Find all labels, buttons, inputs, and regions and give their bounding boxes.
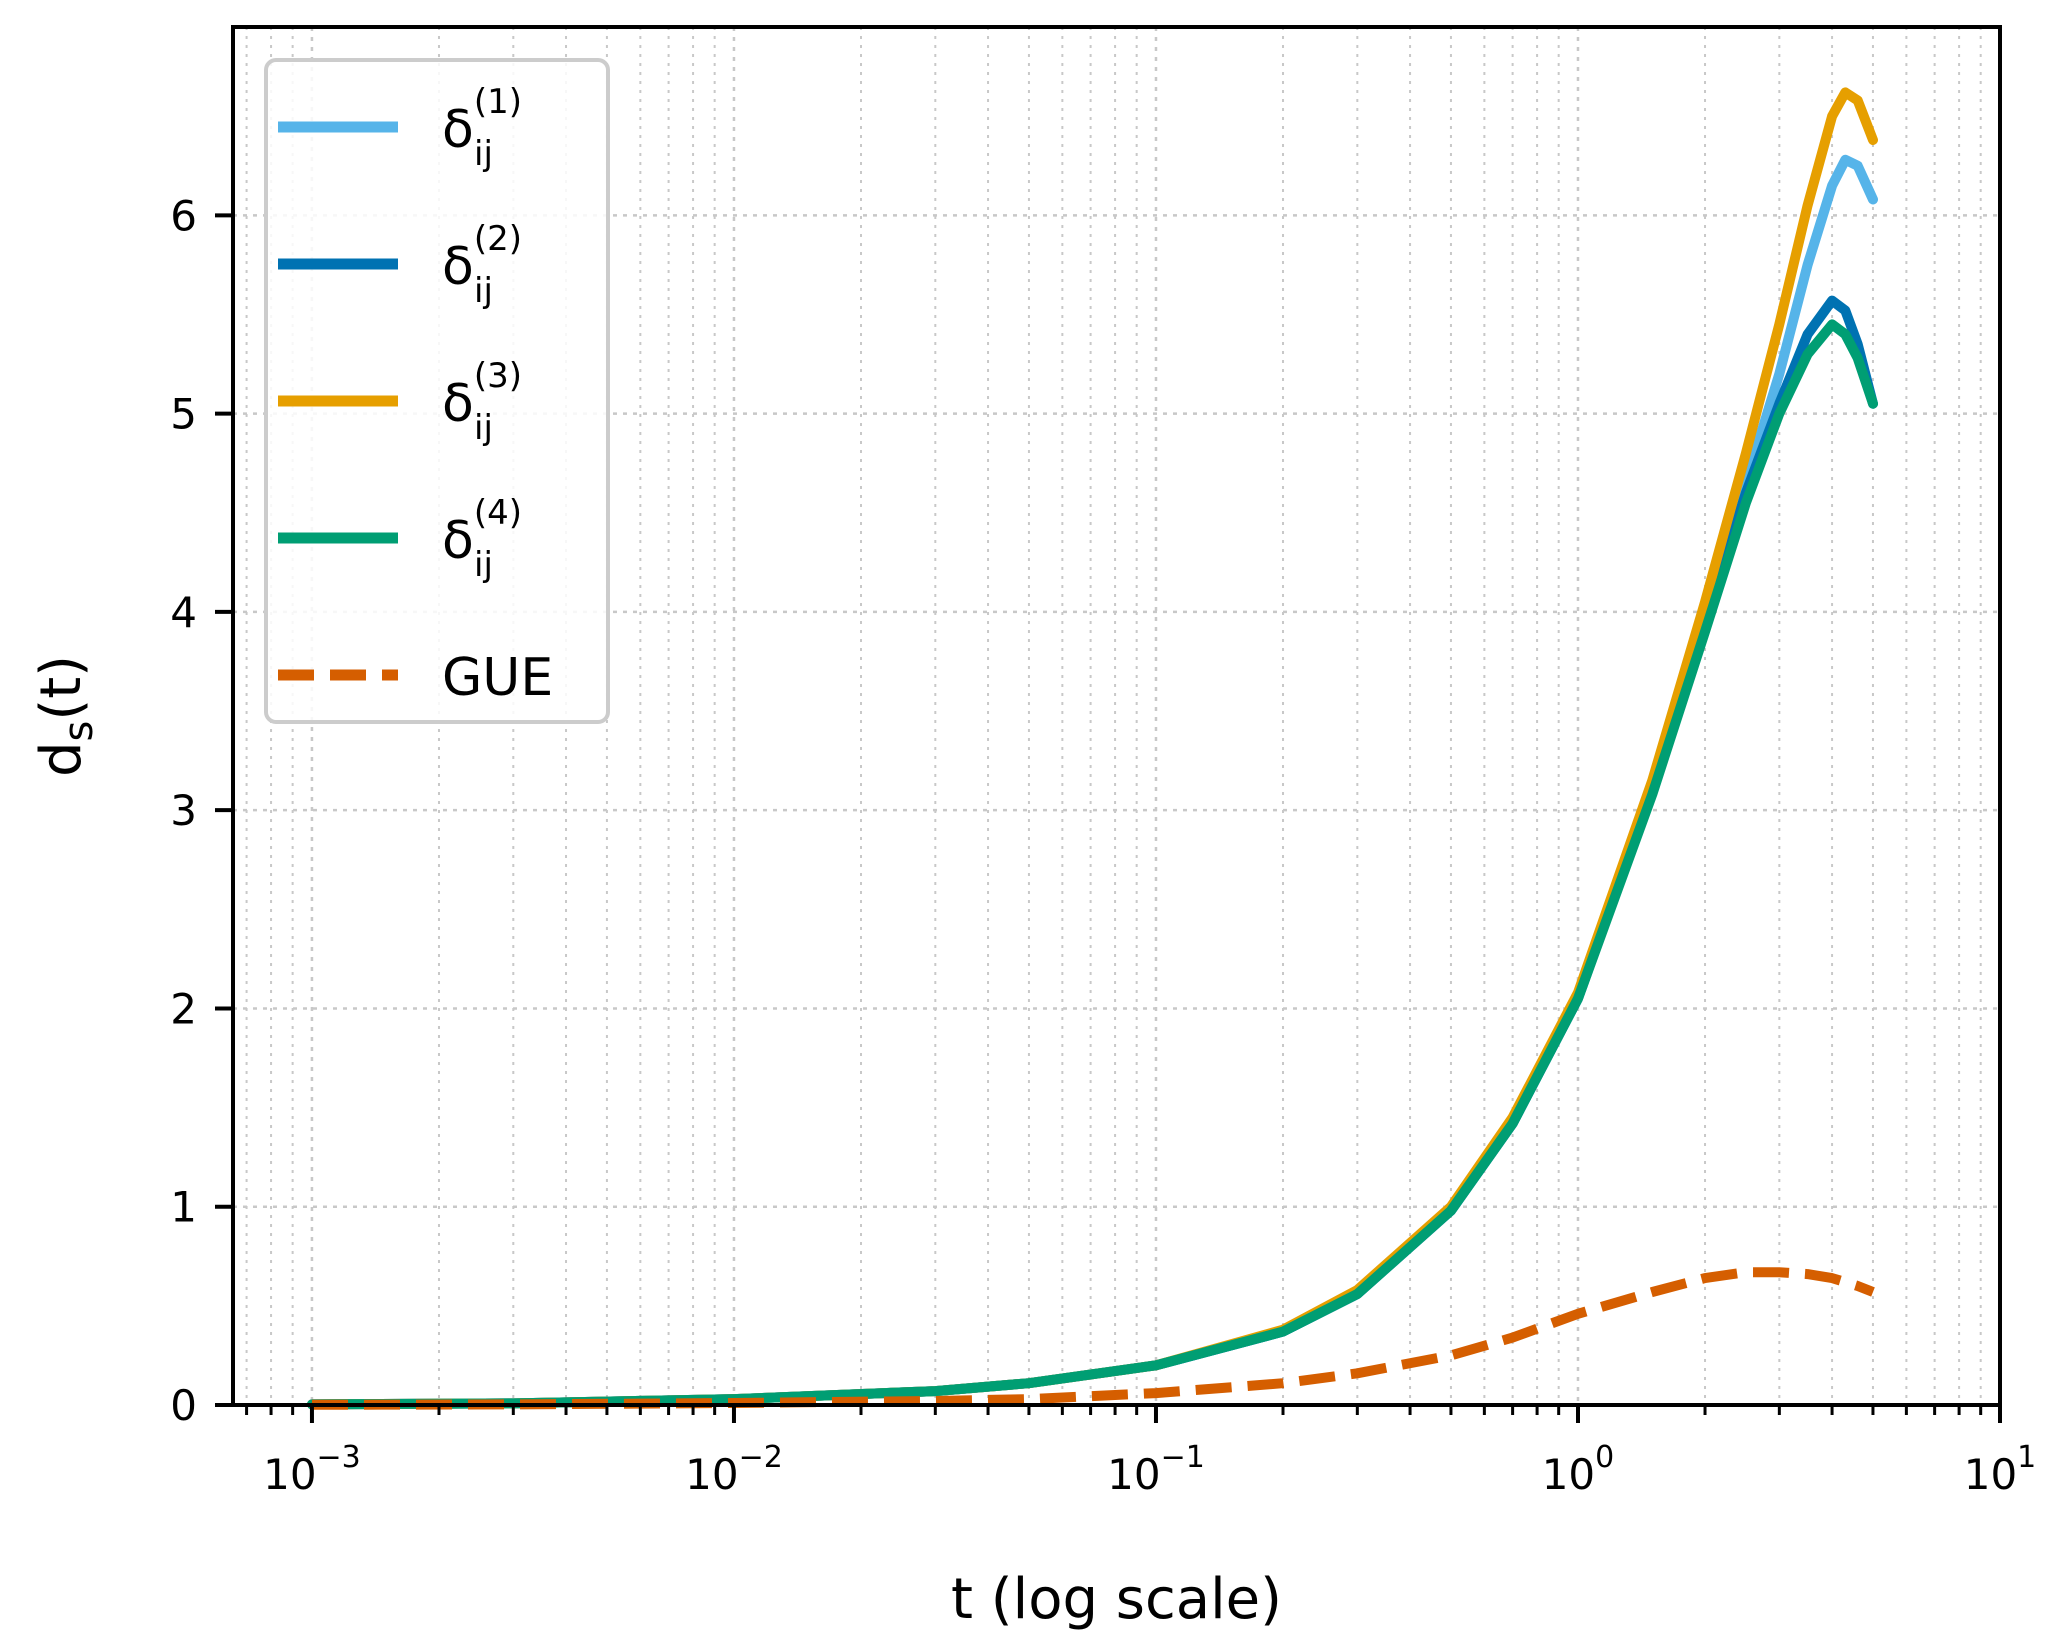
series-line-gue bbox=[311, 1267, 1875, 1410]
x-tick-label-exponent: −1 bbox=[1161, 1440, 1205, 1475]
x-axis-label: t (log scale) bbox=[951, 1567, 1282, 1632]
y-tick-label: 1 bbox=[170, 1183, 197, 1232]
legend-label-symbol: δ bbox=[442, 374, 474, 434]
legend-label-superscript: (2) bbox=[474, 219, 522, 259]
x-tick-label: 101 bbox=[1964, 1440, 2037, 1499]
legend-label-4: δ(4) ij bbox=[442, 493, 522, 585]
y-axis-label-base: d bbox=[29, 741, 94, 777]
legend-label-superscript: (1) bbox=[474, 82, 522, 122]
series-layer bbox=[307, 87, 1878, 1410]
x-tick-label-base: 10 bbox=[263, 1450, 316, 1499]
legend-label-3: δ(3) ij bbox=[442, 356, 522, 448]
x-tick-label-base: 10 bbox=[1107, 1450, 1160, 1499]
legend-label-symbol: δ bbox=[442, 511, 474, 571]
y-axis-label-rest: (t) bbox=[29, 655, 94, 721]
x-tick-label-base: 10 bbox=[1964, 1450, 2017, 1499]
x-tick-label: 10−3 bbox=[263, 1440, 361, 1499]
legend-label-symbol: δ bbox=[442, 100, 474, 160]
y-tick-label: 6 bbox=[170, 191, 197, 240]
y-tick-label: 5 bbox=[170, 390, 197, 439]
legend-label-superscript: (4) bbox=[474, 493, 522, 533]
series-line-4 bbox=[307, 319, 1878, 1410]
x-tick-label: 10−2 bbox=[685, 1440, 783, 1499]
x-tick-label-base: 10 bbox=[685, 1450, 738, 1499]
x-tick-label-exponent: −3 bbox=[317, 1440, 361, 1475]
legend-label-gue: GUE bbox=[442, 648, 553, 708]
y-tick-label: 0 bbox=[170, 1381, 197, 1430]
x-tick-label: 10−1 bbox=[1107, 1440, 1205, 1499]
legend-label-subscript: ij bbox=[474, 545, 493, 585]
legend-box bbox=[264, 58, 610, 724]
y-tick-label: 3 bbox=[170, 786, 197, 835]
x-tick-label-exponent: −2 bbox=[739, 1440, 783, 1475]
x-tick-label-base: 10 bbox=[1542, 1450, 1595, 1499]
legend-label-subscript: ij bbox=[474, 134, 493, 174]
x-tick-label: 100 bbox=[1542, 1440, 1615, 1499]
x-tick-label-exponent: 0 bbox=[1595, 1440, 1614, 1475]
legend-label-subscript: ij bbox=[474, 271, 493, 311]
y-tick-label: 4 bbox=[170, 588, 197, 637]
y-axis-label-sub: s bbox=[56, 721, 102, 742]
legend-label-2: δ(2) ij bbox=[442, 219, 522, 311]
y-tick-label: 2 bbox=[170, 984, 197, 1033]
y-axis-label: ds(t) bbox=[29, 655, 102, 777]
x-tick-label-exponent: 1 bbox=[2017, 1440, 2036, 1475]
legend-label-1: δ(1) ij bbox=[442, 82, 522, 174]
legend-label-symbol: δ bbox=[442, 237, 474, 297]
legend-label-subscript: ij bbox=[474, 408, 493, 448]
legend-label-superscript: (3) bbox=[474, 356, 522, 396]
